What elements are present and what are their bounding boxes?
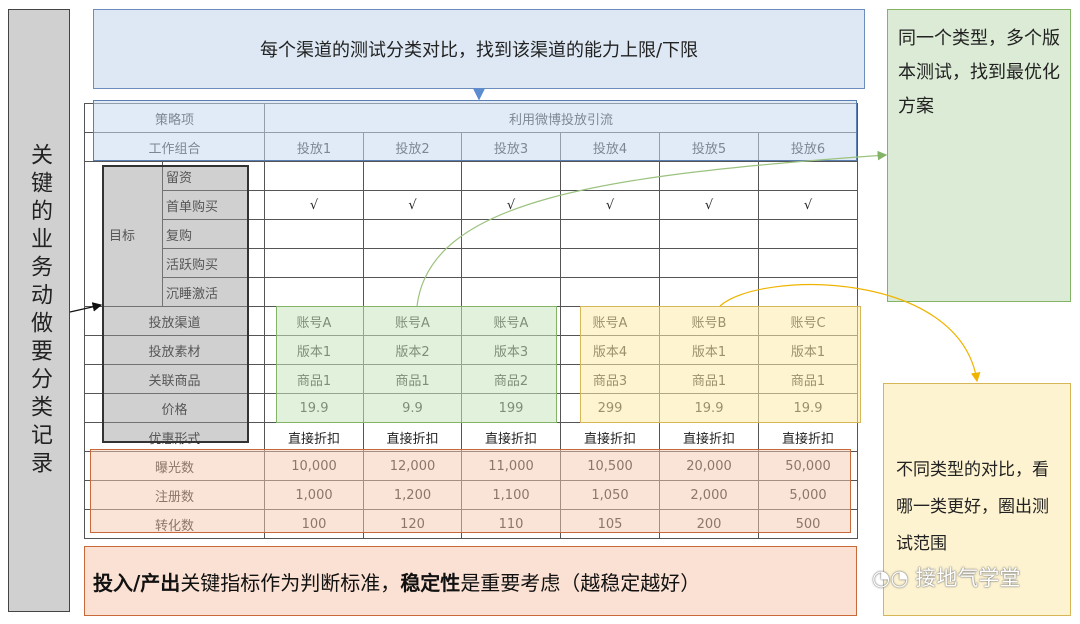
table-cell (758, 277, 858, 307)
table-cell (659, 277, 759, 307)
right-bottom-note-text: 不同类型的对比，看哪一类更好，圈出测试范围 (896, 460, 1049, 554)
table-cell: √ (659, 190, 759, 220)
right-top-note-text: 同一个类型，多个版本测试，找到最优化方案 (898, 28, 1060, 117)
top-banner-text: 每个渠道的测试分类对比，找到该渠道的能力上限/下限 (259, 40, 699, 61)
bottom-text-2: 是重要考虑（越稳定越好） (460, 570, 701, 595)
left-label-box: 关键的业务动做要分类记录 (8, 9, 70, 612)
row-label: 价格 (84, 393, 265, 423)
bottom-text-1: 关键指标作为判断标准， (180, 570, 401, 595)
table-cell (264, 277, 364, 307)
diff-type-highlight (580, 306, 861, 423)
table-cell (659, 161, 759, 191)
row-label: 投放渠道 (84, 306, 265, 336)
right-top-note: 同一个类型，多个版本测试，找到最优化方案 (887, 9, 1071, 302)
table-cell: 直接折扣 (659, 422, 759, 452)
table-cell (363, 277, 462, 307)
table-cell (758, 161, 858, 191)
top-banner: 每个渠道的测试分类对比，找到该渠道的能力上限/下限 (93, 9, 865, 89)
bottom-bold-1: 投入/产出 (93, 570, 181, 595)
table-cell (264, 161, 364, 191)
table-cell: √ (363, 190, 462, 220)
table-cell: 直接折扣 (264, 422, 364, 452)
left-label: 关键的业务动做要分类记录 (27, 142, 52, 479)
table-cell (659, 219, 759, 249)
wechat-icon: ◔◔ (872, 566, 909, 590)
table-cell (264, 248, 364, 278)
table-cell (461, 161, 561, 191)
table-cell (461, 219, 561, 249)
table-cell (659, 248, 759, 278)
dimension-highlight (102, 165, 249, 443)
table-cell: 直接折扣 (758, 422, 858, 452)
row-label: 关联商品 (84, 364, 265, 394)
table-cell (560, 248, 660, 278)
table-cell: √ (758, 190, 858, 220)
table-cell (363, 248, 462, 278)
table-cell (758, 248, 858, 278)
goal-label: 目标 (84, 161, 163, 307)
bottom-bold-2: 稳定性 (400, 570, 461, 595)
table-cell (758, 219, 858, 249)
metrics-highlight (90, 449, 851, 533)
table-cell: √ (461, 190, 561, 220)
table-cell (560, 161, 660, 191)
table-cell (363, 161, 462, 191)
header-highlight (93, 100, 857, 161)
watermark: ◔◔ 接地气学堂 (872, 562, 1020, 592)
right-bottom-note: 不同类型的对比，看哪一类更好，圈出测试范围 (883, 383, 1071, 616)
table-cell (560, 277, 660, 307)
table-cell (560, 219, 660, 249)
bottom-banner: 投入/产出 关键指标作为判断标准， 稳定性 是重要考虑（越稳定越好） (84, 546, 857, 616)
table-cell: √ (560, 190, 660, 220)
table-cell: 直接折扣 (363, 422, 462, 452)
table-cell (363, 219, 462, 249)
table-cell (264, 219, 364, 249)
table-cell: 直接折扣 (461, 422, 561, 452)
watermark-text: 接地气学堂 (915, 566, 1021, 590)
table-cell (461, 277, 561, 307)
same-type-highlight (276, 306, 557, 423)
table-cell: √ (264, 190, 364, 220)
table-cell: 直接折扣 (560, 422, 660, 452)
table-cell (461, 248, 561, 278)
